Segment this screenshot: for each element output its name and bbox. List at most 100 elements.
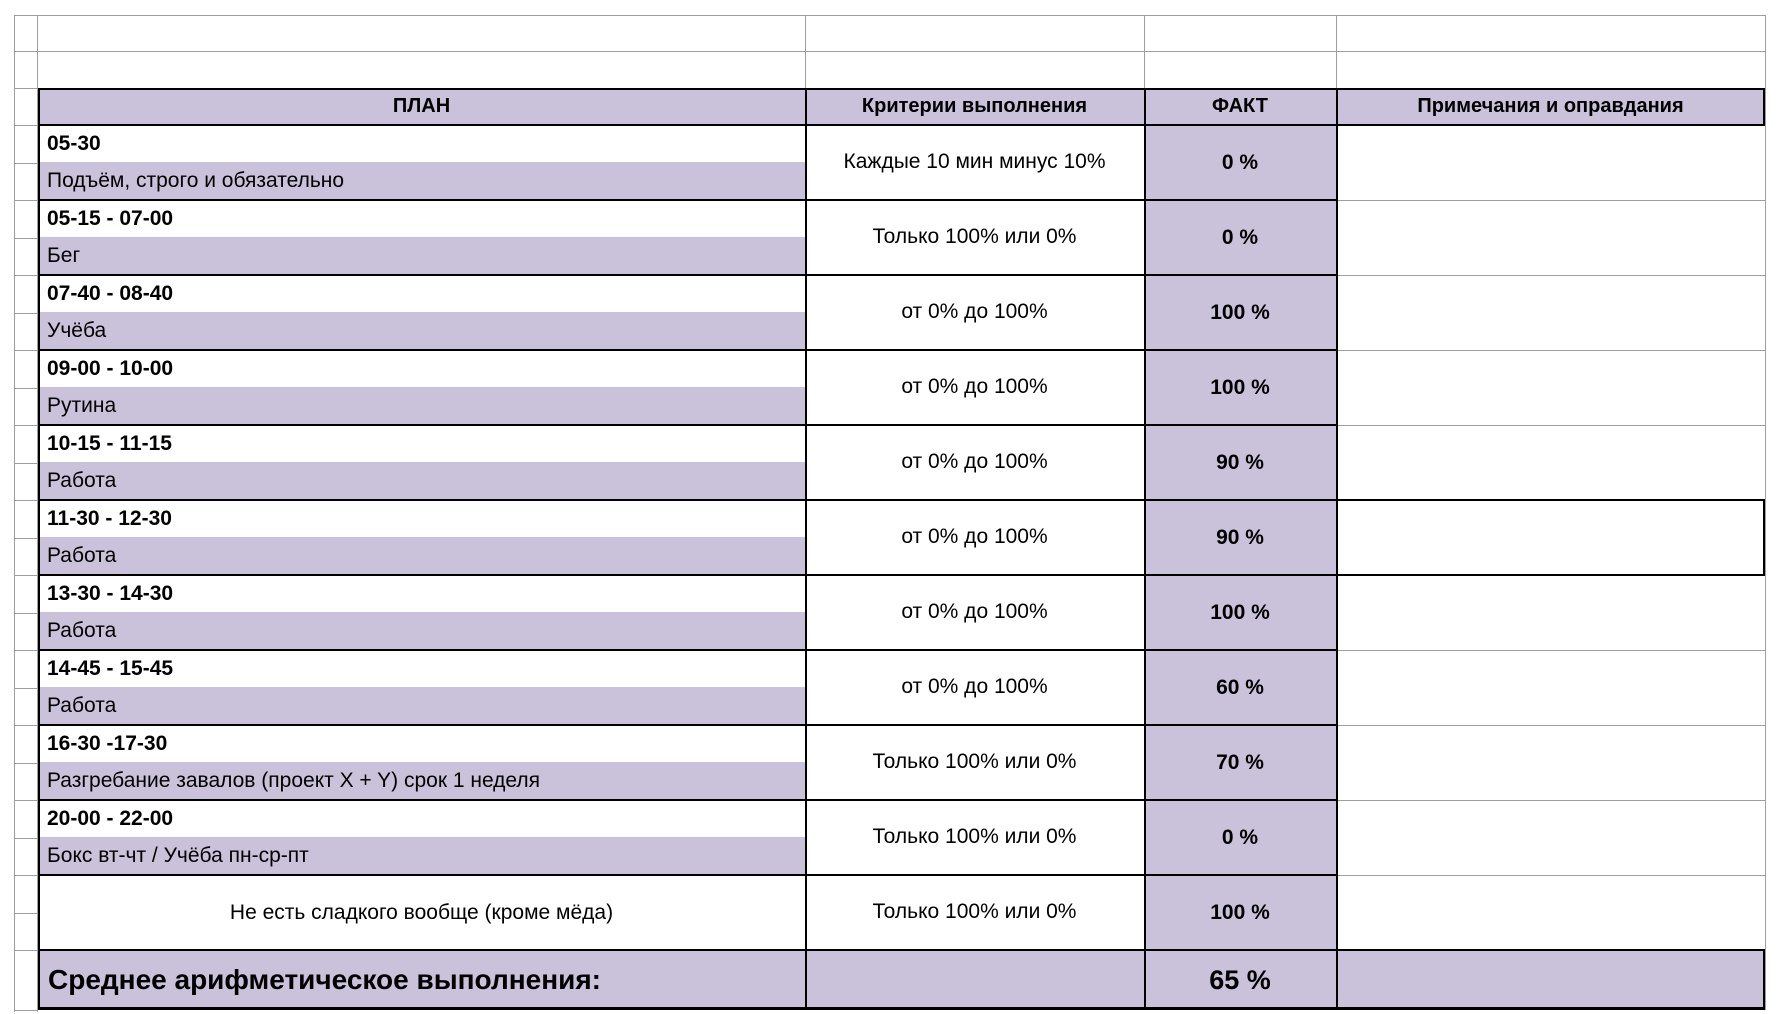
- plan-activity-cell[interactable]: Учёба: [47, 319, 107, 342]
- plan-time-cell[interactable]: 11-30 - 12-30: [47, 506, 172, 530]
- cell-fill: [1144, 500, 1336, 575]
- fact-cell[interactable]: 90 %: [1216, 525, 1264, 549]
- gridline: [14, 238, 37, 239]
- cell-fill: [1144, 575, 1336, 650]
- fact-cell[interactable]: 0 %: [1221, 225, 1259, 249]
- note-cell[interactable]: [1336, 125, 1765, 200]
- plan-activity-cell[interactable]: Подъём, строго и обязательно: [47, 169, 345, 192]
- criteria-cell[interactable]: от 0% до 100%: [901, 300, 1048, 324]
- gridline: [1144, 15, 1145, 88]
- cell-fill: [38, 312, 805, 350]
- plan-time-cell[interactable]: 10-15 - 11-15: [47, 431, 172, 455]
- note-cell[interactable]: [1336, 575, 1765, 650]
- plan-time-cell[interactable]: 16-30 -17-30: [47, 731, 168, 755]
- cell-fill: [1144, 350, 1336, 425]
- cell-fill: [1144, 200, 1336, 275]
- gridline: [805, 15, 806, 88]
- header-cell-fact[interactable]: ФАКТ: [1212, 95, 1268, 117]
- plan-time-cell[interactable]: 13-30 - 14-30: [47, 581, 174, 605]
- note-cell[interactable]: [1336, 425, 1765, 500]
- gridline: [37, 15, 38, 1012]
- criteria-cell[interactable]: Только 100% или 0%: [872, 750, 1077, 774]
- note-cell[interactable]: [1336, 500, 1765, 575]
- note-cell[interactable]: [1336, 875, 1765, 950]
- gridline: [14, 163, 37, 164]
- gridline: [805, 88, 807, 1010]
- gridline: [14, 875, 37, 876]
- cell-fill: [38, 687, 805, 725]
- note-cell[interactable]: [1336, 800, 1765, 875]
- gridline: [38, 349, 1336, 351]
- gridline: [38, 574, 1336, 576]
- note-cell[interactable]: [1336, 275, 1765, 350]
- gridline: [14, 51, 1765, 52]
- criteria-cell[interactable]: Каждые 10 мин минус 10%: [843, 150, 1106, 174]
- note-cell[interactable]: [1336, 200, 1765, 275]
- plan-activity-cell[interactable]: Работа: [47, 619, 117, 642]
- plan-activity-cell[interactable]: Работа: [47, 469, 117, 492]
- criteria-cell[interactable]: от 0% до 100%: [901, 450, 1048, 474]
- plan-time-cell[interactable]: 05-30: [47, 131, 101, 155]
- gridline: [1336, 800, 1765, 801]
- gridline: [38, 949, 1765, 951]
- gridline: [1336, 275, 1765, 276]
- plan-activity-cell[interactable]: Бокс вт-чт / Учёба пн-ср-пт: [47, 844, 309, 867]
- note-cell[interactable]: [1336, 725, 1765, 800]
- fact-cell[interactable]: 90 %: [1216, 450, 1264, 474]
- cell-fill: [1144, 875, 1336, 950]
- criteria-cell[interactable]: от 0% до 100%: [901, 600, 1048, 624]
- gridline: [14, 1010, 37, 1011]
- fact-cell[interactable]: 0 %: [1221, 150, 1259, 174]
- summary-fact-value[interactable]: 65 %: [1209, 964, 1271, 995]
- gridline: [14, 650, 37, 651]
- criteria-cell[interactable]: от 0% до 100%: [901, 675, 1048, 699]
- fact-cell[interactable]: 70 %: [1216, 750, 1264, 774]
- plan-time-cell[interactable]: 07-40 - 08-40: [47, 281, 174, 305]
- gridline: [14, 463, 37, 464]
- cell-fill: [38, 462, 805, 500]
- gridline: [1763, 88, 1765, 125]
- header-cell-notes[interactable]: Примечания и оправдания: [1417, 95, 1684, 117]
- note-cell[interactable]: [1336, 350, 1765, 425]
- gridline: [38, 424, 1336, 426]
- summary-label[interactable]: Среднее арифметическое выполнения:: [48, 964, 601, 995]
- gridline: [38, 499, 1336, 501]
- header-cell-criteria[interactable]: Критерии выполнения: [861, 95, 1088, 117]
- criteria-cell[interactable]: от 0% до 100%: [901, 525, 1048, 549]
- gridline: [1336, 88, 1338, 1010]
- note-cell[interactable]: [1336, 650, 1765, 725]
- cell-fill: [1144, 425, 1336, 500]
- fact-cell[interactable]: 100 %: [1210, 600, 1270, 624]
- gridline: [38, 88, 40, 1010]
- fact-cell[interactable]: 0 %: [1221, 825, 1259, 849]
- cell-fill: [38, 950, 1765, 1010]
- plan-cell-merged[interactable]: Не есть сладкого вообще (кроме мёда): [229, 900, 614, 924]
- plan-time-cell[interactable]: 20-00 - 22-00: [47, 806, 174, 830]
- cell-fill: [38, 237, 805, 275]
- gridline: [1336, 499, 1765, 501]
- header-cell-plan[interactable]: ПЛАН: [392, 95, 451, 117]
- cell-fill: [1144, 725, 1336, 800]
- gridline: [14, 575, 37, 576]
- gridline: [14, 15, 15, 1012]
- plan-time-cell[interactable]: 14-45 - 15-45: [47, 656, 174, 680]
- plan-activity-cell[interactable]: Разгребание завалов (проект X + Y) срок …: [47, 769, 541, 792]
- plan-activity-cell[interactable]: Работа: [47, 694, 117, 717]
- cell-fill: [38, 537, 805, 575]
- plan-time-cell[interactable]: 09-00 - 10-00: [47, 356, 174, 380]
- criteria-cell[interactable]: Только 100% или 0%: [872, 825, 1077, 849]
- plan-activity-cell[interactable]: Бег: [47, 244, 81, 267]
- plan-activity-cell[interactable]: Рутина: [47, 394, 117, 417]
- cell-fill: [38, 837, 805, 875]
- plan-time-cell[interactable]: 05-15 - 07-00: [47, 206, 174, 230]
- plan-activity-cell[interactable]: Работа: [47, 544, 117, 567]
- gridline: [14, 800, 37, 801]
- fact-cell[interactable]: 100 %: [1210, 300, 1270, 324]
- criteria-cell[interactable]: Только 100% или 0%: [872, 900, 1077, 924]
- criteria-cell[interactable]: Только 100% или 0%: [872, 225, 1077, 249]
- fact-cell[interactable]: 100 %: [1210, 900, 1270, 924]
- criteria-cell[interactable]: от 0% до 100%: [901, 375, 1048, 399]
- fact-cell[interactable]: 60 %: [1216, 675, 1264, 699]
- fact-cell[interactable]: 100 %: [1210, 375, 1270, 399]
- gridline: [38, 649, 1336, 651]
